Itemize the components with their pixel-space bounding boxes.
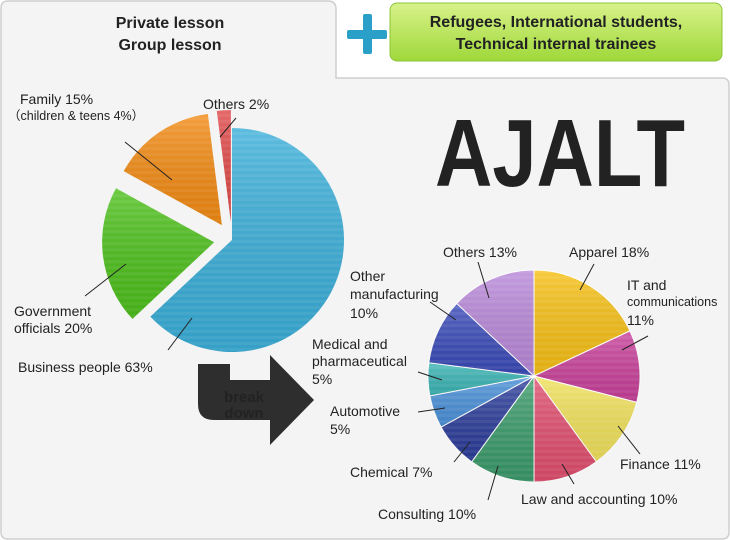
leader-consulting [487,465,499,501]
label-automotive-2: 5% [330,421,350,437]
leader-others2 [477,261,490,299]
slice-other-manufacturing [428,302,536,377]
slice-chemical [440,375,535,463]
label-family-1: Family 15% [20,91,93,107]
label-apparel: Apparel 18% [569,244,649,260]
slice-family [123,113,222,226]
label-othermfg-1: Other [350,268,385,284]
label-it-1: IT and [627,277,666,293]
plus-icon [347,14,387,54]
label-others-1: Others 2% [203,96,269,112]
lesson-line-2: Group lesson [118,37,221,54]
extra-line-2: Technical internal trainees [456,36,657,53]
label-law: Law and accounting 10% [521,491,677,507]
slice-finance [532,375,638,463]
label-consulting: Consulting 10% [378,506,476,522]
slice-automotive [429,375,535,428]
slice-others [456,269,535,378]
label-it-2: communications [627,295,717,309]
leader-family [124,141,173,181]
leader-medical [417,371,443,381]
label-medical-1: Medical and [312,336,388,352]
label-othermfg-2: manufacturing [350,286,439,302]
extra-tab [389,2,723,62]
leader-it [621,335,649,351]
logo-watermark: AJALT [435,100,685,207]
slice-consulting [470,374,535,483]
label-othermfg-3: 10% [350,305,378,321]
pie-business-breakdown [427,269,641,483]
slice-others [216,110,231,223]
label-chemical: Chemical 7% [350,464,432,480]
label-finance: Finance 11% [620,456,701,472]
breakdown-arrow: break down [198,355,314,445]
leader-others1 [219,117,237,138]
label-government-1: Government [14,303,91,319]
slice-law-and-accounting [533,374,598,483]
slice-government-officials [102,188,215,319]
breakdown-line-1: break [224,389,265,406]
label-others-2: Others 13% [443,244,517,260]
label-automotive-1: Automotive [330,403,400,419]
slice-medical-and-pharmaceutical [427,362,535,397]
pie-clientele [102,110,345,352]
pie1-leaders [84,117,237,351]
label-medical-2: pharmaceutical [312,353,407,369]
lesson-line-1: Private lesson [116,15,225,32]
breakdown-line-2: down [224,405,263,422]
leader-finance [617,425,641,455]
extra-line-1: Refugees, International students, [430,14,682,31]
leader-othermfg [429,301,457,321]
leader-automotive [417,407,446,413]
label-family-2: （children & teens 4%） [8,109,144,123]
leader-government [84,263,127,297]
label-government-2: officials 20% [14,320,92,336]
label-it-3: 11% [627,312,654,328]
leader-business [167,317,193,351]
leader-apparel [579,263,595,291]
slice-apparel [533,269,631,377]
slice-business-people [150,128,345,352]
leader-law [561,463,575,485]
label-business-people: Business people 63% [18,359,153,375]
pie2-leaders [417,261,649,501]
label-medical-3: 5% [312,371,332,387]
slice-it-and-communications [532,330,641,403]
leader-chemical [453,441,471,463]
